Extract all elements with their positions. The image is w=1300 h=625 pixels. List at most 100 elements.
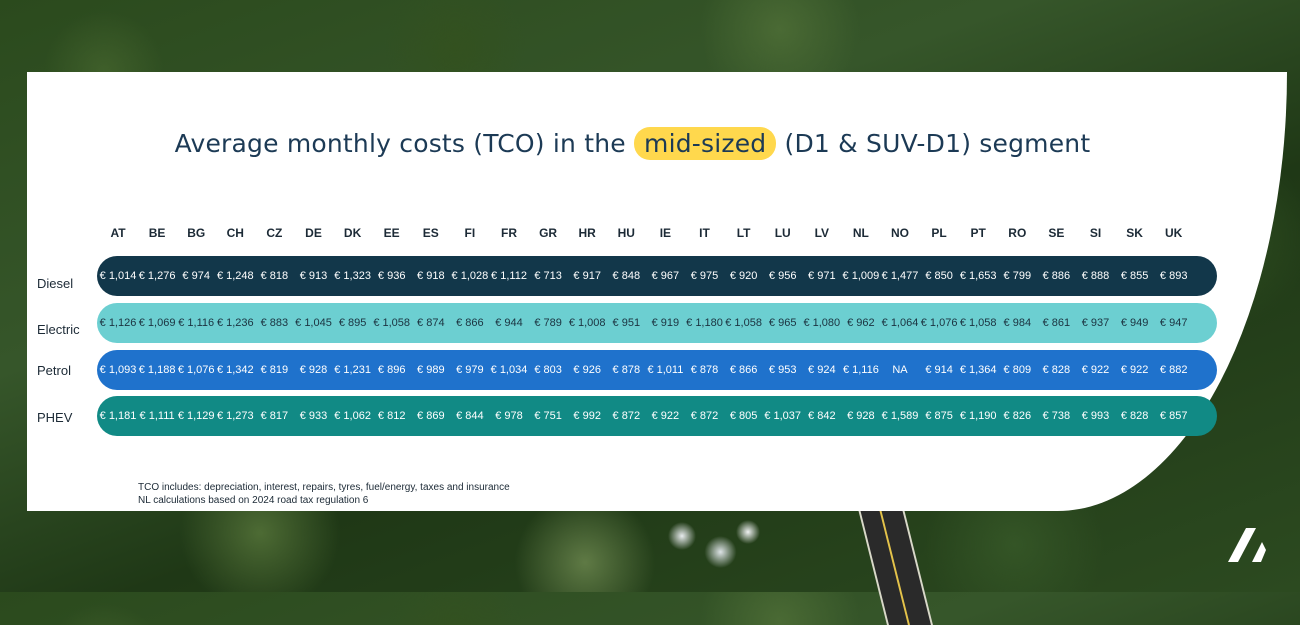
row-bar-phev (97, 396, 1217, 436)
cell-petrol-no: NA (892, 364, 908, 376)
cell-phev-pt: € 1,190 (959, 410, 997, 422)
cell-electric-bg: € 1,116 (178, 317, 215, 329)
cell-petrol-sk: € 922 (1120, 364, 1149, 376)
column-header-it: IT (699, 226, 710, 240)
cell-phev-ie: € 922 (651, 410, 680, 422)
cell-phev-lv: € 842 (808, 410, 836, 422)
cell-petrol-ch: € 1,342 (216, 364, 254, 376)
cell-diesel-at: € 1,014 (99, 270, 137, 282)
cell-electric-ee: € 1,058 (373, 317, 411, 329)
cell-petrol-uk: € 882 (1159, 364, 1188, 376)
cell-petrol-dk: € 1,231 (334, 364, 371, 376)
cell-electric-ro: € 984 (1003, 317, 1032, 329)
cell-diesel-ie: € 967 (651, 270, 680, 282)
cell-diesel-si: € 888 (1081, 270, 1110, 282)
column-header-hu: HU (617, 226, 635, 240)
cell-electric-fr: € 944 (495, 317, 523, 329)
road-background (857, 505, 933, 625)
row-bar-diesel (97, 256, 1217, 296)
cell-petrol-gr: € 803 (534, 364, 562, 376)
cell-phev-be: € 1,111 (139, 410, 175, 422)
cell-petrol-hu: € 878 (612, 364, 641, 376)
cell-petrol-lv: € 924 (808, 364, 836, 376)
column-header-fr: FR (501, 226, 517, 240)
cell-electric-pl: € 1,076 (920, 317, 958, 329)
cell-petrol-pl: € 914 (925, 364, 953, 376)
cell-diesel-lt: € 920 (729, 270, 758, 282)
cell-electric-gr: € 789 (534, 317, 562, 329)
cell-phev-hu: € 872 (612, 410, 641, 422)
cell-diesel-bg: € 974 (182, 270, 210, 282)
column-header-gr: GR (539, 226, 558, 240)
cell-diesel-cz: € 818 (260, 270, 289, 282)
column-header-pt: PT (970, 226, 986, 240)
cell-electric-lt: € 1,058 (725, 317, 762, 329)
cell-diesel-dk: € 1,323 (334, 270, 371, 282)
column-header-cz: CZ (266, 226, 283, 240)
cell-petrol-lu: € 953 (768, 364, 797, 376)
title-after: (D1 & SUV-D1) segment (784, 129, 1091, 158)
column-header-bg: BG (187, 226, 206, 240)
cell-petrol-fr: € 1,034 (490, 364, 528, 376)
cell-diesel-uk: € 893 (1159, 270, 1188, 282)
flowers-background (660, 512, 770, 592)
cell-diesel-fi: € 1,028 (451, 270, 489, 282)
title-highlight: mid-sized (634, 127, 777, 160)
cell-phev-uk: € 857 (1159, 410, 1188, 422)
cell-phev-ee: € 812 (377, 410, 406, 422)
cell-electric-sk: € 949 (1120, 317, 1149, 329)
column-header-lu: LU (774, 226, 791, 240)
cell-electric-ie: € 919 (651, 317, 680, 329)
column-header-at: AT (110, 226, 126, 240)
cell-diesel-pt: € 1,653 (959, 270, 997, 282)
cell-electric-lv: € 1,080 (803, 317, 841, 329)
cell-phev-se: € 738 (1042, 410, 1071, 422)
cell-diesel-no: € 1,477 (881, 270, 919, 282)
column-header-es: ES (422, 226, 439, 240)
cell-petrol-pt: € 1,364 (959, 364, 997, 376)
cell-petrol-at: € 1,093 (99, 364, 137, 376)
cell-electric-at: € 1,126 (99, 317, 137, 329)
cell-electric-si: € 937 (1081, 317, 1110, 329)
row-label-electric: Electric (37, 322, 80, 337)
cell-electric-lu: € 965 (768, 317, 797, 329)
cell-petrol-fi: € 979 (456, 364, 484, 376)
column-header-be: BE (148, 226, 166, 240)
cell-diesel-gr: € 713 (534, 270, 562, 282)
cell-petrol-hr: € 926 (573, 364, 601, 376)
column-header-nl: NL (852, 226, 869, 240)
cell-petrol-lt: € 866 (729, 364, 758, 376)
row-bar-petrol (97, 350, 1217, 390)
cell-phev-it: € 872 (690, 410, 719, 422)
cell-phev-dk: € 1,062 (334, 410, 371, 422)
column-header-ch: CH (226, 226, 244, 240)
cell-electric-de: € 1,045 (295, 317, 332, 329)
cell-petrol-bg: € 1,076 (177, 364, 215, 376)
cell-electric-pt: € 1,058 (959, 317, 997, 329)
cell-electric-uk: € 947 (1159, 317, 1188, 329)
cell-petrol-it: € 878 (690, 364, 719, 376)
cell-diesel-ch: € 1,248 (216, 270, 254, 282)
column-header-fi: FI (464, 226, 476, 240)
cell-petrol-ro: € 809 (1003, 364, 1032, 376)
cell-phev-lt: € 805 (729, 410, 758, 422)
cell-electric-se: € 861 (1042, 317, 1071, 329)
leaseplan-arrow-logo-icon (1228, 528, 1266, 562)
cell-phev-hr: € 992 (573, 410, 601, 422)
cell-electric-fi: € 866 (456, 317, 484, 329)
cell-diesel-ee: € 936 (377, 270, 406, 282)
cell-electric-es: € 874 (417, 317, 445, 329)
cell-diesel-sk: € 855 (1120, 270, 1149, 282)
column-header-dk: DK (343, 226, 362, 240)
column-header-lv: LV (814, 226, 830, 240)
cell-phev-bg: € 1,129 (177, 410, 215, 422)
cell-phev-ro: € 826 (1003, 410, 1032, 422)
cell-diesel-es: € 918 (417, 270, 445, 282)
cell-diesel-ro: € 799 (1003, 270, 1032, 282)
cell-electric-hu: € 951 (612, 317, 641, 329)
column-header-ie: IE (659, 226, 672, 240)
cell-phev-nl: € 928 (847, 410, 875, 422)
cell-phev-si: € 993 (1081, 410, 1110, 422)
cell-diesel-it: € 975 (690, 270, 719, 282)
cell-petrol-be: € 1,188 (138, 364, 176, 376)
